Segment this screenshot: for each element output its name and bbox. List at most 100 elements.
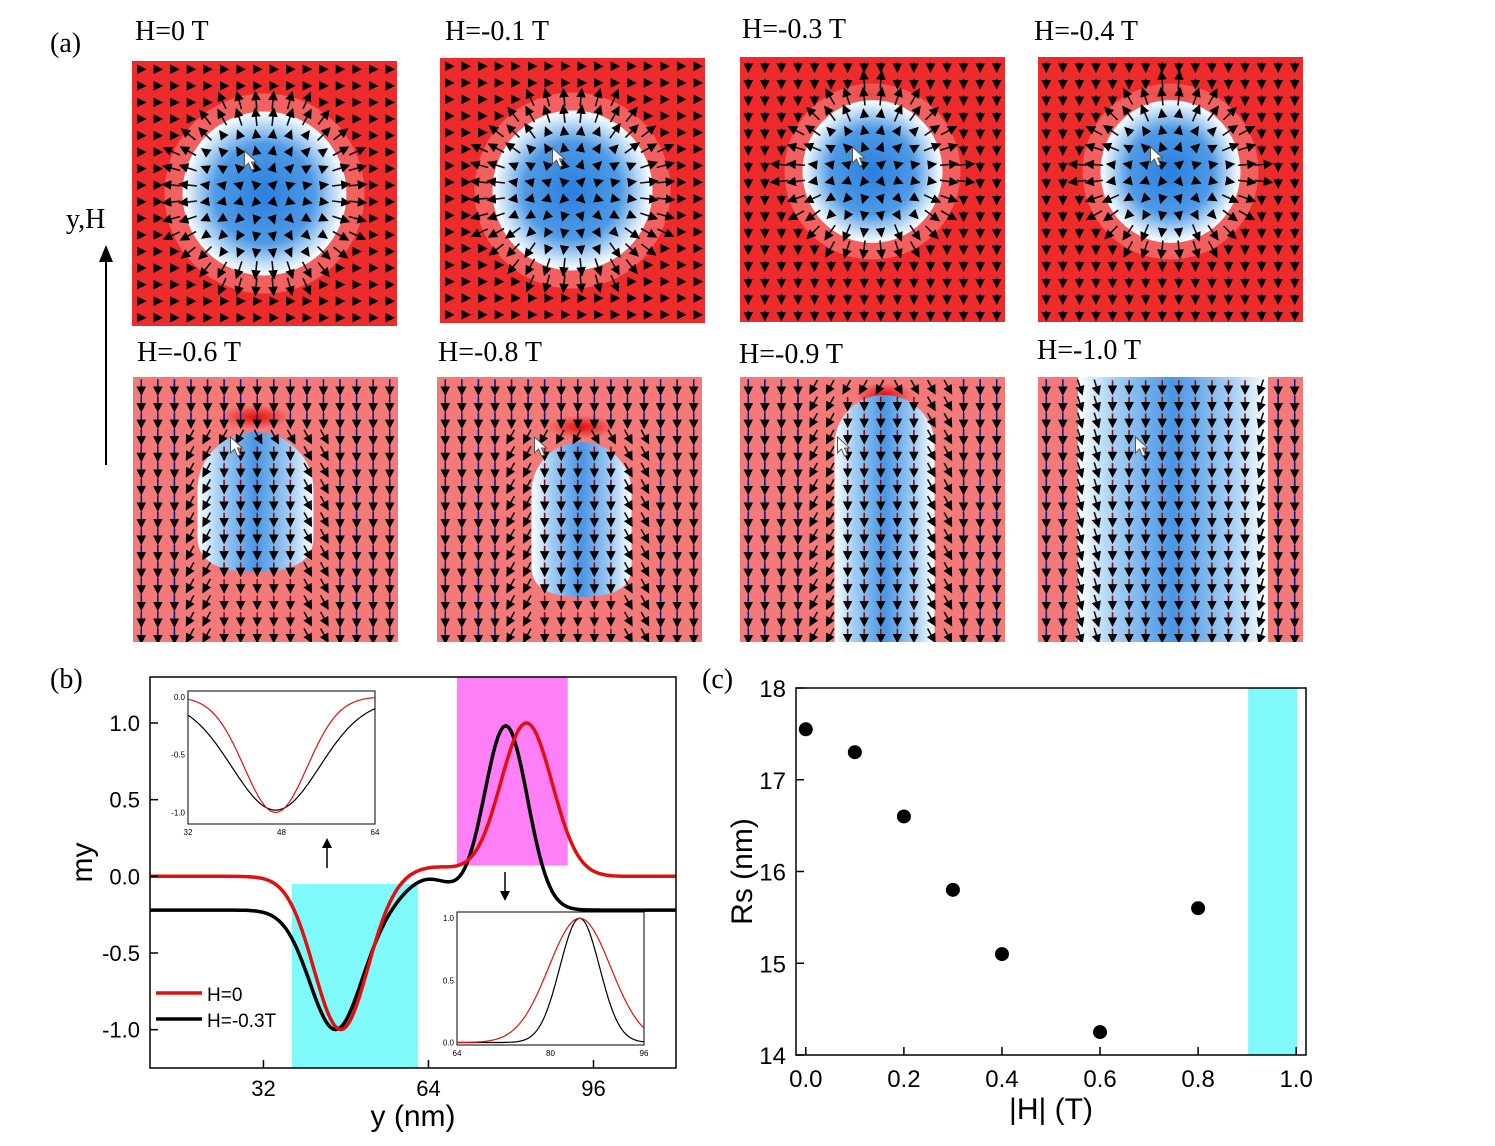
spin-arrow bbox=[926, 545, 936, 561]
spin-arrow bbox=[940, 210, 958, 221]
spin-arrow bbox=[202, 561, 212, 577]
spin-arrow bbox=[332, 230, 350, 241]
spin-arrow bbox=[487, 143, 505, 154]
spin-arrow bbox=[892, 143, 903, 154]
inset-y-tick-label: -1.0 bbox=[171, 808, 185, 817]
spin-arrow bbox=[488, 125, 504, 138]
snapshot-title: H=-0.3 T bbox=[742, 14, 846, 45]
spin-arrow bbox=[251, 128, 262, 139]
y-tick-label: 1.0 bbox=[109, 711, 140, 736]
spin-arrow bbox=[926, 176, 938, 186]
spin-arrow bbox=[234, 212, 246, 224]
spin-arrow bbox=[893, 224, 903, 242]
spin-arrow bbox=[926, 528, 936, 544]
spin-arrow bbox=[943, 578, 953, 594]
spin-arrow bbox=[1075, 379, 1085, 396]
panel-label-a: (a) bbox=[50, 28, 81, 59]
spin-arrow bbox=[508, 162, 519, 172]
spin-arrow bbox=[623, 628, 633, 642]
stripe-domain bbox=[1078, 377, 1268, 642]
spin-arrow bbox=[825, 561, 835, 577]
spin-arrow bbox=[625, 259, 638, 275]
spin-arrow bbox=[844, 209, 854, 221]
spin-arrow bbox=[302, 196, 313, 206]
spin-arrow bbox=[302, 181, 313, 191]
spin-arrow bbox=[803, 194, 822, 204]
spin-arrow bbox=[1237, 176, 1257, 187]
spin-arrow bbox=[544, 143, 554, 154]
spin-arrow bbox=[199, 262, 212, 278]
spin-arrow bbox=[610, 88, 620, 107]
spin-arrow bbox=[825, 594, 835, 611]
spin-arrow bbox=[943, 628, 953, 642]
spin-arrow bbox=[202, 528, 212, 544]
spin-arrow bbox=[640, 545, 650, 561]
spin-arrow bbox=[200, 212, 211, 222]
spin-arrow bbox=[506, 429, 516, 445]
spin-arrow bbox=[1173, 210, 1183, 222]
spin-arrow bbox=[593, 258, 603, 277]
spin-arrow bbox=[640, 611, 650, 627]
spin-arrow bbox=[825, 144, 836, 154]
spin-arrow bbox=[572, 429, 582, 445]
spin-arrow bbox=[940, 142, 959, 153]
data-point bbox=[994, 947, 1009, 962]
spin-arrow bbox=[267, 180, 278, 191]
spin-arrow bbox=[236, 230, 246, 241]
spin-arrow bbox=[908, 208, 919, 220]
spin-arrow bbox=[1140, 87, 1150, 106]
spin-arrow bbox=[556, 429, 565, 445]
spin-arrow bbox=[627, 177, 638, 188]
spin-arrow bbox=[875, 141, 885, 153]
spin-arrow bbox=[202, 479, 212, 495]
spin-arrow bbox=[202, 462, 212, 478]
spin-arrow bbox=[924, 106, 939, 121]
spin-arrow bbox=[1174, 86, 1184, 106]
spin-arrow bbox=[825, 462, 835, 478]
spin-arrow bbox=[1091, 429, 1101, 446]
spin-arrow bbox=[809, 412, 819, 428]
spin-arrow bbox=[200, 229, 212, 239]
spin-arrow bbox=[825, 88, 836, 105]
spin-arrow bbox=[506, 561, 516, 577]
spin-arrow bbox=[1256, 578, 1266, 595]
spin-arrow bbox=[559, 125, 570, 136]
spin-arrow bbox=[608, 226, 619, 237]
spin-arrow bbox=[559, 177, 570, 188]
spin-arrow bbox=[252, 214, 262, 225]
spin-arrow bbox=[486, 160, 505, 170]
spin-arrow bbox=[1085, 210, 1103, 221]
spin-arrow bbox=[525, 274, 535, 293]
spin-arrow bbox=[1256, 495, 1266, 512]
spin-arrow bbox=[1091, 495, 1101, 512]
spin-arrow bbox=[319, 495, 329, 511]
spin-arrow bbox=[1156, 160, 1168, 171]
spin-arrow bbox=[859, 379, 868, 395]
spin-arrow bbox=[809, 628, 819, 642]
spin-arrow bbox=[202, 578, 212, 594]
spin-arrow bbox=[1256, 379, 1266, 396]
spin-arrow bbox=[217, 277, 227, 296]
spin-arrow bbox=[593, 104, 603, 123]
spin-arrow bbox=[943, 396, 953, 412]
skyrmion-core bbox=[197, 431, 314, 572]
spin-arrow bbox=[348, 180, 368, 190]
spin-arrow bbox=[842, 104, 852, 122]
spin-arrow bbox=[1140, 192, 1152, 203]
spin-arrow bbox=[185, 611, 195, 627]
red-cap bbox=[546, 415, 617, 439]
spin-arrow bbox=[303, 628, 313, 642]
spin-arrow bbox=[1123, 88, 1134, 105]
spin-arrow bbox=[1075, 561, 1085, 578]
x-tick-label: 64 bbox=[416, 1076, 440, 1101]
spin-arrow bbox=[656, 177, 676, 187]
spin-arrow bbox=[876, 86, 886, 106]
spin-arrow bbox=[1123, 192, 1135, 202]
spin-arrow bbox=[507, 106, 520, 122]
spin-arrow bbox=[268, 260, 278, 280]
spin-arrow bbox=[317, 262, 330, 278]
spin-arrow bbox=[926, 578, 936, 594]
spin-arrow bbox=[300, 246, 310, 258]
y-tick-label: -1.0 bbox=[102, 1018, 140, 1043]
spin-arrow bbox=[522, 578, 532, 594]
